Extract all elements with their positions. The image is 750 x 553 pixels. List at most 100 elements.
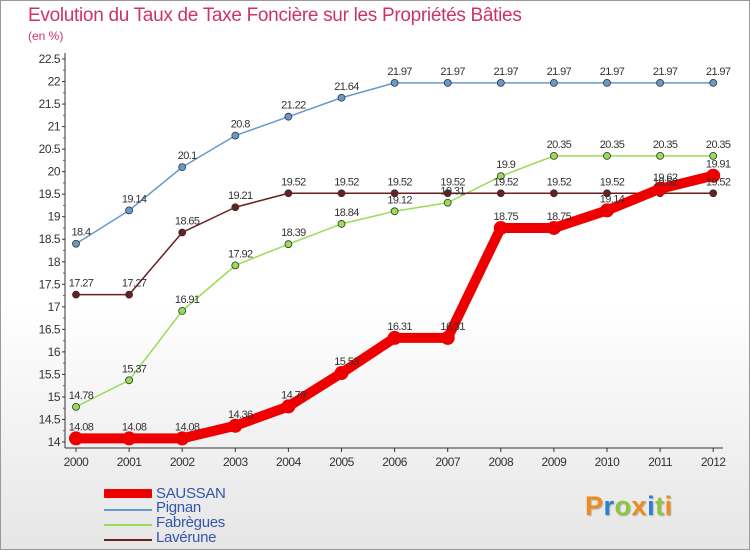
x-tick-label: 2012	[701, 455, 727, 469]
data-point-fabregues	[603, 151, 611, 160]
data-label-fabregues: 16.91	[175, 294, 200, 306]
y-tick-label: 20.5	[39, 142, 61, 156]
data-label-laverune: 19.52	[600, 176, 625, 188]
series-line-pignan	[75, 82, 714, 245]
data-point-saussan	[546, 220, 561, 235]
data-point-pignan	[496, 78, 505, 87]
y-tick-label: 15.5	[39, 367, 61, 381]
logo-letter: t	[655, 491, 665, 521]
legend-swatch-fabregues	[104, 524, 152, 526]
data-label-laverune: 19.52	[706, 176, 731, 188]
data-point-pignan	[125, 206, 134, 215]
line-chart: 14 14.5 15 15.5 16 16.5 17 17.5 18 18.5 19 19.5 20 20…	[39, 52, 732, 469]
data-label-saussan: 18.75	[547, 211, 572, 223]
data-point-saussan	[281, 399, 296, 414]
data-point-fabregues	[656, 151, 664, 160]
data-label-saussan: 14.08	[122, 421, 147, 433]
x-tick-label: 2003	[223, 455, 249, 469]
data-point-laverune	[443, 189, 452, 198]
data-label-saussan: 14.08	[175, 421, 200, 433]
data-label-laverune: 19.52	[334, 176, 359, 188]
x-tick-label: 2000	[64, 455, 90, 469]
data-point-pignan	[284, 112, 293, 121]
data-point-laverune	[709, 189, 718, 198]
data-point-saussan	[653, 181, 668, 196]
data-label-saussan: 14.36	[228, 409, 253, 421]
y-tick-label: 21.5	[39, 97, 61, 111]
data-point-laverune	[284, 189, 293, 198]
x-tick-label: 2009	[542, 455, 568, 469]
data-point-saussan	[493, 220, 508, 235]
data-label-saussan: 16.31	[440, 321, 465, 333]
data-label-pignan: 21.97	[440, 66, 465, 78]
y-tick-label: 19	[48, 210, 61, 224]
data-point-pignan	[337, 93, 346, 102]
data-label-fabregues: 15.37	[122, 363, 147, 375]
data-label-pignan: 21.97	[600, 66, 625, 78]
legend-label-pignan: Pignan	[156, 499, 201, 516]
data-point-fabregues	[390, 207, 399, 216]
data-point-saussan	[122, 431, 137, 446]
data-point-fabregues	[72, 402, 80, 411]
data-label-saussan: 19.62	[653, 172, 678, 184]
legend-label-fabregues: Fabrègues	[156, 514, 226, 531]
data-label-pignan: 21.97	[387, 66, 412, 78]
proxiti-logo: Proxiti	[585, 491, 673, 522]
data-label-laverune: 19.21	[228, 190, 253, 202]
data-point-pignan	[709, 78, 718, 87]
data-point-pignan	[656, 78, 664, 87]
data-label-saussan: 15.53	[334, 356, 359, 368]
data-point-pignan	[603, 78, 611, 87]
data-label-laverune: 17.27	[69, 278, 94, 290]
data-label-fabregues: 18.39	[281, 227, 306, 239]
data-point-laverune	[390, 189, 399, 198]
legend-swatch-saussan	[104, 489, 152, 498]
logo-letter: P	[585, 491, 604, 521]
data-point-saussan	[175, 431, 190, 446]
y-tick-label: 17.5	[39, 277, 61, 291]
data-label-laverune: 19.52	[653, 176, 678, 188]
logo-letter: i	[647, 491, 656, 521]
y-tick-label: 21	[48, 120, 61, 134]
data-point-laverune	[603, 189, 611, 198]
data-label-fabregues: 19.12	[387, 194, 412, 206]
data-label-saussan: 19.91	[706, 159, 731, 171]
data-label-pignan: 21.22	[281, 100, 306, 112]
data-point-fabregues	[231, 261, 240, 270]
y-tick-label: 15	[48, 390, 61, 404]
x-tick-label: 2002	[170, 455, 196, 469]
data-label-pignan: 19.14	[122, 193, 147, 205]
data-label-pignan: 20.1	[178, 150, 197, 162]
data-label-laverune: 19.52	[440, 176, 465, 188]
data-label-laverune: 19.52	[494, 176, 519, 188]
legend-swatch-laverune	[104, 539, 152, 541]
data-label-saussan: 18.75	[494, 211, 519, 223]
data-label-pignan: 21.64	[334, 81, 359, 93]
data-label-laverune: 19.52	[547, 176, 572, 188]
x-tick-label: 2010	[595, 455, 621, 469]
logo-letter: o	[614, 491, 632, 521]
data-point-fabregues	[178, 306, 187, 315]
y-tick-label: 18.5	[39, 232, 61, 246]
data-point-saussan	[334, 366, 349, 381]
data-point-saussan	[706, 168, 721, 183]
data-label-pignan: 21.97	[494, 66, 519, 78]
y-tick-label: 17	[48, 300, 61, 314]
logo-letter: x	[631, 491, 648, 521]
data-label-fabregues: 18.84	[334, 207, 359, 219]
data-point-saussan	[387, 330, 402, 345]
y-tick-label: 22	[48, 75, 61, 89]
y-tick-label: 22.5	[39, 52, 61, 66]
data-point-fabregues	[709, 151, 718, 160]
y-tick-label: 16	[48, 345, 61, 359]
data-point-laverune	[337, 189, 346, 198]
y-tick-label: 14.5	[39, 412, 61, 426]
data-point-pignan	[72, 239, 80, 248]
y-tick-label: 19.5	[39, 187, 61, 201]
data-label-pignan: 21.97	[547, 66, 572, 78]
data-label-laverune: 17.27	[122, 278, 147, 290]
y-tick-label: 20	[48, 165, 61, 179]
data-point-laverune	[550, 189, 558, 198]
data-label-pignan: 18.4	[71, 227, 90, 239]
